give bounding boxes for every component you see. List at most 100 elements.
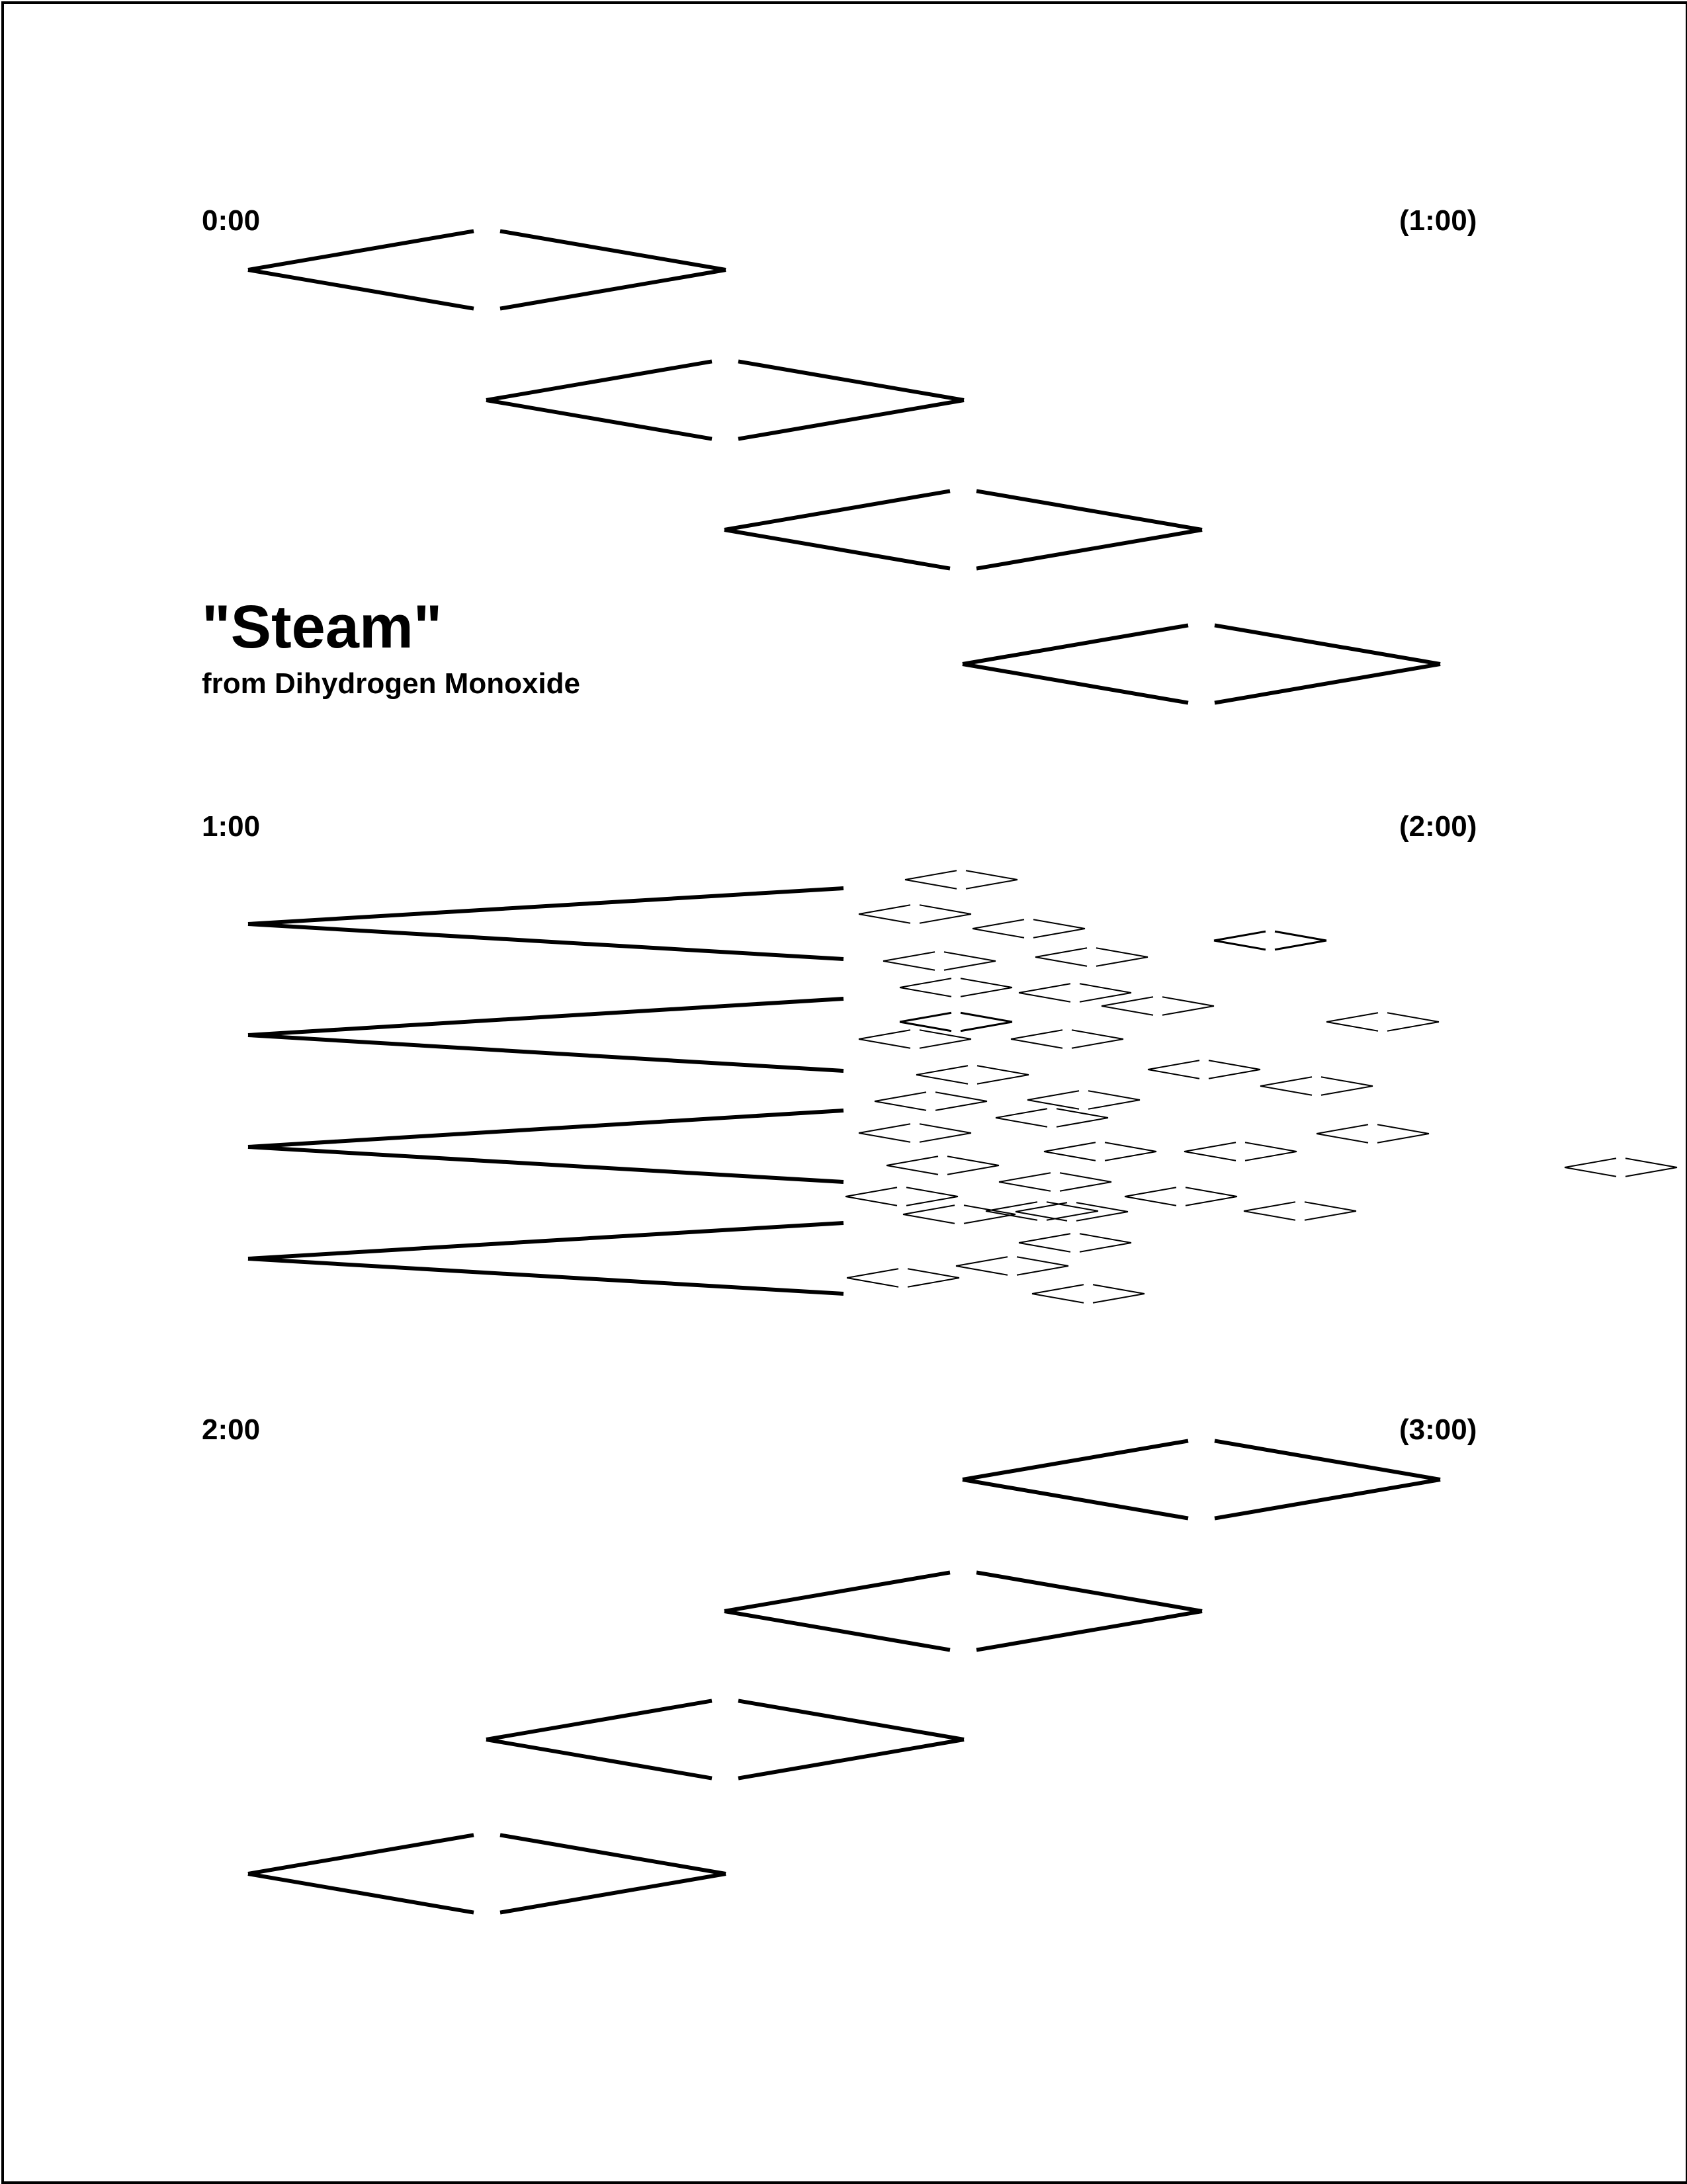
wedge-edge <box>247 1221 844 1261</box>
diamond-edge <box>1326 1012 1379 1023</box>
small-diamond-31 <box>1243 1201 1357 1221</box>
section-2-small-diamonds <box>845 870 1678 1304</box>
diamond-edge <box>1162 1005 1215 1016</box>
diamond-edge <box>985 1201 1038 1212</box>
large-diamond-1 <box>247 229 726 311</box>
small-diamond-2 <box>858 904 972 924</box>
diamond-edge <box>972 928 1025 939</box>
diamond-edge <box>1088 1099 1141 1110</box>
diamond-edge <box>1243 1210 1296 1221</box>
diamond-edge <box>1304 1210 1357 1221</box>
diamond-edge <box>965 879 1018 890</box>
small-diamond-19 <box>995 1108 1109 1128</box>
diamond-edge <box>1076 1202 1129 1212</box>
diamond-edge <box>247 1872 474 1915</box>
small-diamond-4 <box>1213 930 1327 951</box>
diamond-edge <box>1079 992 1132 1003</box>
diamond-edge <box>1016 1256 1069 1267</box>
diamond-edge <box>846 1277 899 1288</box>
diamond-edge <box>724 1609 951 1652</box>
diamond-edge <box>1213 930 1266 942</box>
section-1-diamonds <box>247 229 1441 705</box>
diamond-edge <box>1035 947 1088 958</box>
diamond-edge <box>960 1011 1013 1023</box>
wedge-edge <box>247 1257 844 1296</box>
diamond-edge <box>902 1214 955 1224</box>
diamond-edge <box>858 1029 911 1040</box>
diamond-edge <box>1018 992 1071 1003</box>
small-diamond-35 <box>1031 1284 1145 1304</box>
diamond-edge <box>1015 1202 1068 1212</box>
small-diamond-14 <box>1147 1060 1261 1079</box>
diamond-edge <box>1260 1076 1313 1087</box>
diamond-edge <box>1387 1012 1440 1023</box>
large-diamond-1 <box>962 1439 1441 1521</box>
diamond-edge <box>916 1074 969 1085</box>
diamond-edge <box>1092 1284 1145 1294</box>
diamond-edge <box>845 1187 898 1197</box>
diamond-edge <box>906 1187 959 1197</box>
diamond-edge <box>886 1165 939 1175</box>
diamond-edge <box>1564 1157 1617 1168</box>
diamond-edge <box>1027 1099 1080 1110</box>
diamond-edge <box>846 1268 899 1279</box>
diamond-edge <box>1035 956 1088 967</box>
diamond-edge <box>1079 983 1132 993</box>
small-diamond-8 <box>1018 983 1132 1003</box>
small-diamond-34 <box>955 1256 1069 1276</box>
section-2-start-time: 1:00 <box>202 810 261 843</box>
diamond-edge <box>1101 996 1154 1007</box>
diamond-edge <box>1326 1021 1379 1032</box>
section-2-end-time: (2:00) <box>1399 810 1477 843</box>
diamond-edge <box>1214 623 1441 666</box>
diamond-edge <box>1304 1201 1357 1212</box>
diamond-edge <box>1214 1439 1441 1482</box>
large-diamond-3 <box>724 489 1203 571</box>
diamond-edge <box>1184 1142 1236 1152</box>
diamond-edge <box>1076 1211 1129 1222</box>
small-diamond-5 <box>883 951 996 971</box>
small-diamond-7 <box>899 978 1013 997</box>
diamond-edge <box>858 1038 911 1049</box>
small-diamond-3 <box>972 919 1086 939</box>
diamond-edge <box>845 1196 898 1206</box>
diamond-edge <box>724 1570 951 1613</box>
piece-subtitle: from Dihydrogen Monoxide <box>202 667 580 700</box>
diamond-edge <box>1185 1196 1238 1206</box>
small-diamond-13 <box>1326 1012 1440 1032</box>
diamond-edge <box>1031 1293 1084 1304</box>
diamond-edge <box>907 1268 960 1279</box>
diamond-edge <box>1147 1060 1200 1070</box>
diamond-edge <box>919 1132 972 1143</box>
diamond-edge <box>919 1123 972 1134</box>
diamond-edge <box>1124 1196 1177 1206</box>
large-diamond-4 <box>247 1833 726 1915</box>
diamond-edge <box>904 879 957 890</box>
diamond-edge <box>998 1172 1051 1183</box>
diamond-edge <box>935 1091 988 1102</box>
diamond-edge <box>1147 1069 1200 1079</box>
diamond-edge <box>1046 1201 1099 1212</box>
diamond-edge <box>1010 1038 1063 1049</box>
small-diamond-33 <box>846 1268 960 1288</box>
diamond-edge <box>858 1123 911 1134</box>
small-diamond-24 <box>886 1155 1000 1175</box>
small-diamond-27 <box>1124 1187 1238 1206</box>
diamond-edge <box>883 960 935 971</box>
diamond-edge <box>1208 1069 1261 1079</box>
diamond-edge <box>1243 1201 1296 1212</box>
diamond-edge <box>738 1699 965 1742</box>
diamond-edge <box>947 1155 1000 1166</box>
small-diamond-11 <box>858 1029 972 1049</box>
diamond-edge <box>1056 1117 1109 1128</box>
diamond-edge <box>1316 1133 1369 1144</box>
diamond-edge <box>935 1101 988 1111</box>
diamond-edge <box>1071 1029 1124 1040</box>
diamond-edge <box>1033 919 1086 929</box>
diamond-edge <box>486 1738 713 1781</box>
diamond-edge <box>972 919 1025 929</box>
diamond-edge <box>962 662 1189 705</box>
diamond-edge <box>247 1833 474 1876</box>
diamond-edge <box>486 1699 713 1742</box>
